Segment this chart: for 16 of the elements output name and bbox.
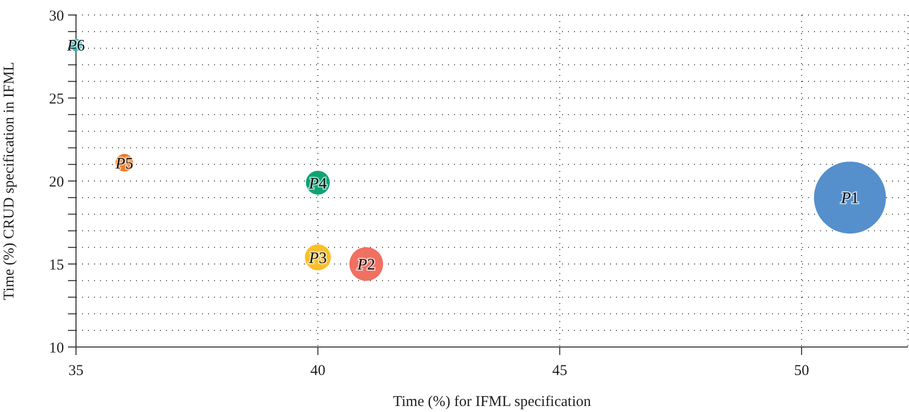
y-axis-title: Time (%) CRUD specification in IFML	[1, 62, 18, 300]
series-label: P4	[308, 175, 327, 192]
y-tick-label: 20	[49, 174, 64, 190]
x-axis-title: Time (%) for IFML specification	[392, 394, 592, 410]
series-label: P5	[114, 155, 134, 172]
series-label: P2	[356, 256, 376, 274]
y-tick-label: 10	[49, 340, 64, 356]
y-tick-label: 25	[49, 91, 64, 108]
series-label: P3	[308, 250, 327, 267]
x-tick-label: 35	[68, 363, 84, 379]
x-tick-label: 40	[310, 363, 326, 379]
y-tick-label: 15	[49, 257, 64, 274]
x-tick-label: 45	[552, 363, 568, 379]
series-label: P1	[840, 190, 859, 208]
x-tick-label: 50	[794, 363, 810, 379]
y-tick-label: 30	[49, 8, 64, 24]
